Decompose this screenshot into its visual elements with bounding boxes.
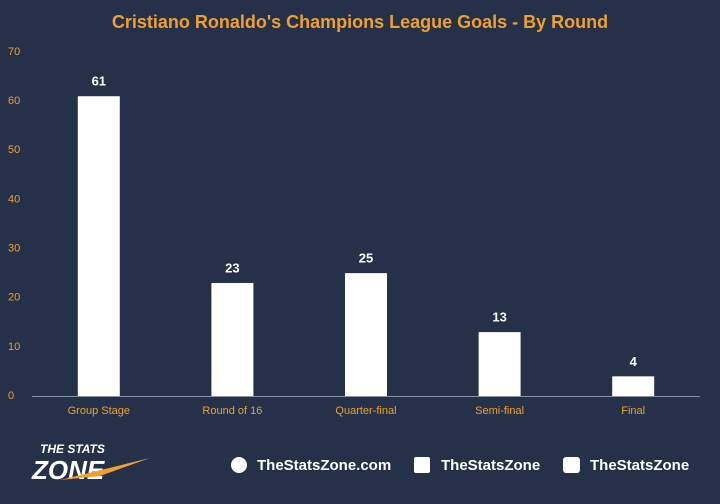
bar — [211, 282, 254, 396]
bar — [77, 96, 120, 396]
y-tick-label: 10 — [8, 341, 20, 353]
x-tick-label: Quarter-final — [335, 405, 396, 417]
logo-bottom: ZONE — [31, 455, 105, 485]
y-tick-label: 50 — [8, 144, 20, 156]
y-tick-label: 60 — [8, 95, 20, 107]
chart-title: Cristiano Ronaldo's Champions League Goa… — [112, 12, 608, 32]
x-tick-label: Semi-final — [475, 405, 524, 417]
x-tick-label: Final — [621, 405, 645, 417]
y-tick-label: 20 — [8, 292, 20, 304]
globe-icon — [231, 457, 247, 473]
data-label: 13 — [492, 310, 506, 325]
website-link[interactable]: TheStatsZone.com — [257, 457, 391, 474]
y-tick-label: 40 — [8, 193, 20, 205]
bar — [478, 332, 521, 396]
y-tick-label: 0 — [8, 390, 14, 402]
x-tick-label: Round of 16 — [202, 405, 262, 417]
logo-swoosh — [60, 458, 150, 480]
data-label: 61 — [92, 74, 106, 89]
data-label: 4 — [630, 354, 638, 369]
twitter-link[interactable]: TheStatsZone — [590, 457, 689, 474]
logo-top: THE STATS — [40, 442, 105, 456]
facebook-icon — [414, 457, 430, 473]
twitter-icon — [563, 457, 580, 473]
y-tick-label: 70 — [8, 46, 20, 58]
x-tick-label: Group Stage — [68, 405, 130, 417]
data-label: 23 — [225, 260, 239, 275]
bar — [612, 376, 655, 396]
bar — [345, 273, 387, 396]
y-tick-label: 30 — [8, 242, 20, 254]
logo: THE STATS ZONE — [31, 442, 150, 485]
facebook-link[interactable]: TheStatsZone — [441, 457, 540, 474]
data-label: 25 — [359, 251, 373, 266]
